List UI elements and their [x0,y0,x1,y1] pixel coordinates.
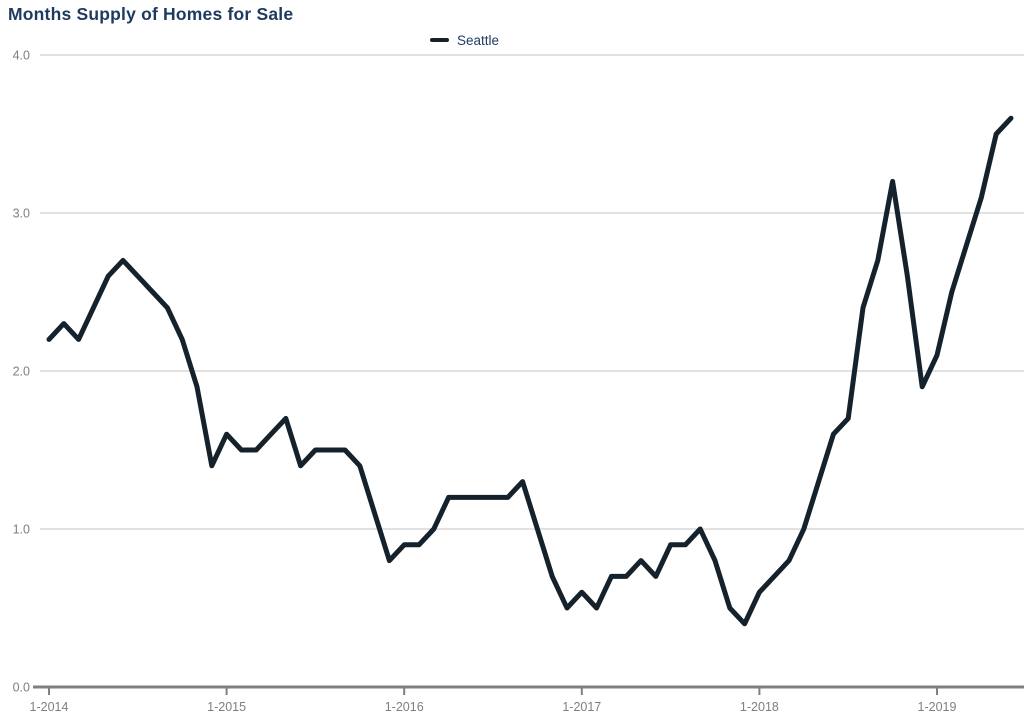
page-title: Months Supply of Homes for Sale [8,4,294,24]
y-tick-label: 3.0 [13,207,30,221]
y-tick-label: 2.0 [13,365,30,379]
seattle-line [46,115,1014,627]
axis-labels: 0.0 1.0 2.0 3.0 4.0 1-2014 1-2015 1-2016 1-2017 1… [13,49,957,715]
legend: Seattle [430,32,499,48]
series-line-seattle [46,115,1014,627]
x-tick-label: 1-2019 [918,700,957,714]
x-tick-label: 1-2014 [30,700,69,714]
seattle-series-swatch-icon [430,37,449,43]
y-tick-label: 4.0 [13,49,30,63]
x-tick-label: 1-2016 [385,700,424,714]
y-tick-label: 0.0 [13,681,30,695]
gridlines [40,54,1024,530]
legend-label: Seattle [457,32,500,48]
x-axis [33,685,1024,695]
x-tick-label: 1-2018 [740,700,779,714]
x-tick-label: 1-2017 [562,700,601,714]
y-tick-label: 1.0 [13,523,30,537]
x-tick-label: 1-2015 [207,700,246,714]
